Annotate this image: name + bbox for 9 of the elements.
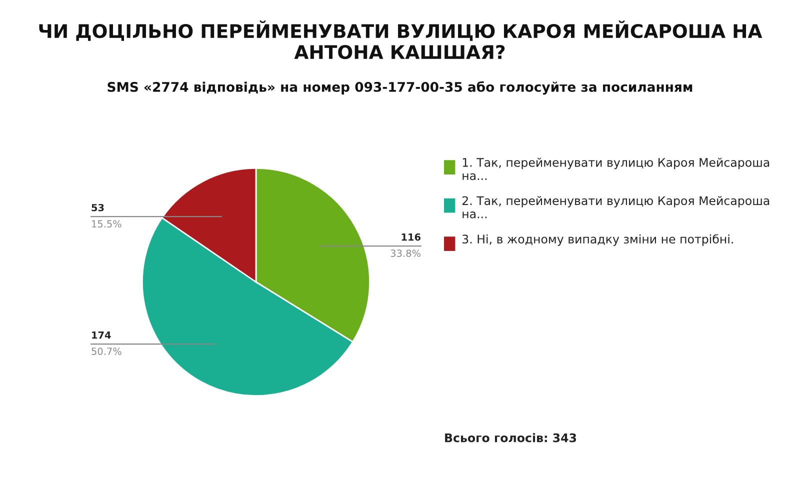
chart-title: ЧИ ДОЦІЛЬНО ПЕРЕЙМЕНУВАТИ ВУЛИЦЮ КАРОЯ МЕЙСАРОША НА АНТОНА КАШШАЯ? [39,20,762,60]
legend-label: 3. Ні, в жодному випадку зміни не потрібні. [462,234,733,246]
legend-label: 1. Так, перейменувати вулицю Кароя Мейсароша на... [462,158,770,180]
data-label: 53 15.5% [92,204,122,228]
chart-subtitle: SMS «2774 відповідь» на номер 093-177-00-35 або голосуйте за посиланням [108,81,692,95]
text: Всього голосів: 343 [445,433,576,442]
legend-label: 2. Так, перейменувати вулицю Кароя Мейсароша на... [462,196,770,218]
data-label: 116 33.8% [390,233,420,257]
data-label: 174 50.7% [92,331,122,355]
